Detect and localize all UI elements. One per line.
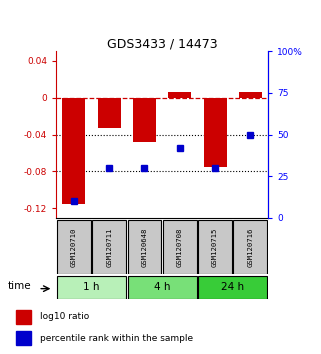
Text: GSM120716: GSM120716 xyxy=(247,227,253,267)
Text: GSM120715: GSM120715 xyxy=(212,227,218,267)
Text: time: time xyxy=(8,280,31,291)
Title: GDS3433 / 14473: GDS3433 / 14473 xyxy=(107,37,217,50)
Bar xyxy=(57,220,91,274)
Bar xyxy=(133,98,156,142)
Bar xyxy=(98,98,121,128)
Text: GSM120648: GSM120648 xyxy=(142,227,147,267)
Text: 4 h: 4 h xyxy=(154,282,170,292)
Bar xyxy=(57,275,126,299)
Bar xyxy=(233,220,267,274)
Bar xyxy=(198,220,232,274)
Bar xyxy=(16,331,31,345)
Text: GSM120708: GSM120708 xyxy=(177,227,183,267)
Bar xyxy=(127,275,197,299)
Text: 24 h: 24 h xyxy=(221,282,244,292)
Bar xyxy=(168,92,191,98)
Text: percentile rank within the sample: percentile rank within the sample xyxy=(40,333,193,343)
Text: GSM120711: GSM120711 xyxy=(106,227,112,267)
Text: GSM120710: GSM120710 xyxy=(71,227,77,267)
Text: log10 ratio: log10 ratio xyxy=(40,312,89,321)
Bar xyxy=(204,98,227,167)
Text: 1 h: 1 h xyxy=(83,282,100,292)
Bar xyxy=(16,310,31,324)
Bar xyxy=(163,220,197,274)
Bar xyxy=(62,98,85,204)
Bar xyxy=(198,275,267,299)
Bar xyxy=(239,92,262,98)
Bar xyxy=(127,220,161,274)
Bar xyxy=(92,220,126,274)
